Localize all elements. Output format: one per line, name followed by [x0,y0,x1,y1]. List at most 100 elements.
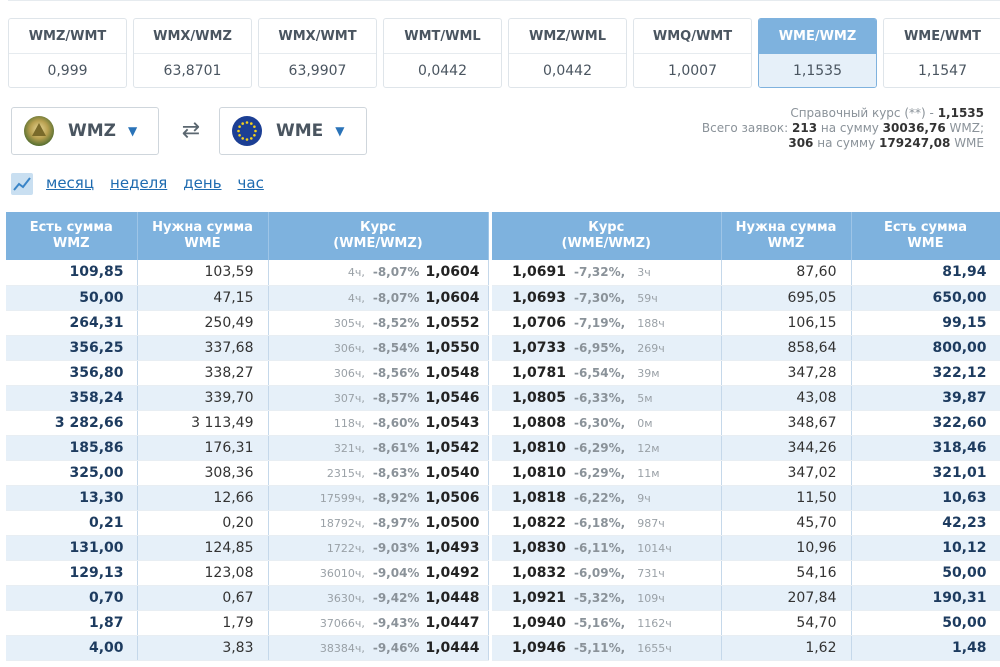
table-row[interactable]: 1,0822 -6,18%, 987ч 45,70 42,23 [492,510,1000,536]
have-amount: 39,87 [851,385,1000,411]
rate-deviation: -8,56% [372,365,420,380]
order-age: 1162ч [637,616,672,630]
rate-value: 1,0542 [425,439,480,456]
have-amount: 131,00 [6,535,138,561]
have-amount: 0,70 [6,585,138,611]
header-need-wmz: Нужна сумма WMZ [721,212,852,260]
table-row[interactable]: 1,0781 -6,54%, 39м 347,28 322,12 [492,360,1000,386]
rate-cell: 4ч, -8,07% 1,0604 [268,285,489,311]
table-row[interactable]: 0,70 0,67 3630ч, -9,42% 1,0448 [6,585,489,611]
table-row[interactable]: 358,24 339,70 307ч, -8,57% 1,0546 [6,385,489,411]
need-amount: 123,08 [137,560,269,586]
table-row[interactable]: 13,30 12,66 17599ч, -8,92% 1,0506 [6,485,489,511]
period-links: месяц неделя день час [46,174,264,192]
pair-tab[interactable]: WMQ/WMT 1,0007 [633,18,752,88]
period-hour-link[interactable]: час [237,174,264,192]
table-row[interactable]: 1,0706 -7,19%, 188ч 106,15 99,15 [492,310,1000,336]
need-amount: 1,79 [137,610,269,636]
table-row[interactable]: 1,0733 -6,95%, 269ч 858,64 800,00 [492,335,1000,361]
need-amount: 124,85 [137,535,269,561]
rate-cell: 2315ч, -8,63% 1,0540 [268,460,489,486]
table-row[interactable]: 129,13 123,08 36010ч, -9,04% 1,0492 [6,560,489,586]
have-amount: 321,01 [851,460,1000,486]
pair-tab[interactable]: WMT/WML 0,0442 [383,18,502,88]
table-row[interactable]: 1,0810 -6,29%, 11м 347,02 321,01 [492,460,1000,486]
table-row[interactable]: 50,00 47,15 4ч, -8,07% 1,0604 [6,285,489,311]
rate-cell: 1,0946 -5,11%, 1655ч [492,635,722,661]
table-row[interactable]: 4,00 3,83 38384ч, -9,46% 1,0444 [6,635,489,661]
table-row[interactable]: 356,80 338,27 306ч, -8,56% 1,0548 [6,360,489,386]
table-row[interactable]: 0,21 0,20 18792ч, -8,97% 1,0500 [6,510,489,536]
rate-deviation: -9,04% [372,565,420,580]
from-currency-code: WMZ [68,121,116,141]
have-amount: 50,00 [851,610,1000,636]
rate-cell: 305ч, -8,52% 1,0552 [268,310,489,336]
table-row[interactable]: 356,25 337,68 306ч, -8,54% 1,0550 [6,335,489,361]
need-amount: 347,02 [721,460,852,486]
from-currency-select[interactable]: WMZ ▼ [11,107,159,155]
table-row[interactable]: 1,0830 -6,11%, 1014ч 10,96 10,12 [492,535,1000,561]
pair-tab[interactable]: WMX/WMT 63,9907 [258,18,377,88]
rate-deviation: -6,09%, [574,565,626,580]
rate-info: Справочный курс (**) - 1,1535 Всего заяв… [702,106,984,151]
period-week-link[interactable]: неделя [110,174,168,192]
table-row[interactable]: 325,00 308,36 2315ч, -8,63% 1,0540 [6,460,489,486]
order-age: 269ч [637,341,665,355]
table-row[interactable]: 1,0921 -5,32%, 109ч 207,84 190,31 [492,585,1000,611]
table-row[interactable]: 1,0693 -7,30%, 59ч 695,05 650,00 [492,285,1000,311]
have-amount: 42,23 [851,510,1000,536]
need-amount: 347,28 [721,360,852,386]
rate-deviation: -7,19%, [574,315,626,330]
need-amount: 250,49 [137,310,269,336]
rate-deviation: -5,32%, [574,590,626,605]
have-amount: 358,24 [6,385,138,411]
table-row[interactable]: 1,0946 -5,11%, 1655ч 1,62 1,48 [492,635,1000,661]
rate-cell: 37066ч, -9,43% 1,0447 [268,610,489,636]
rate-deviation: -5,16%, [574,615,626,630]
table-row[interactable]: 1,0832 -6,09%, 731ч 54,16 50,00 [492,560,1000,586]
table-row[interactable]: 1,0691 -7,32%, 3ч 87,60 81,94 [492,260,1000,286]
order-age: 38384ч, [319,641,365,655]
have-amount: 800,00 [851,335,1000,361]
order-age: 36010ч, [319,566,365,580]
table-row[interactable]: 1,0810 -6,29%, 12м 344,26 318,46 [492,435,1000,461]
period-day-link[interactable]: день [183,174,222,192]
table-row[interactable]: 3 282,66 3 113,49 118ч, -8,60% 1,0543 [6,410,489,436]
table-row[interactable]: 1,87 1,79 37066ч, -9,43% 1,0447 [6,610,489,636]
table-row[interactable]: 109,85 103,59 4ч, -8,07% 1,0604 [6,260,489,286]
swap-icon[interactable]: ⇄ [181,118,201,143]
table-row[interactable]: 185,86 176,31 321ч, -8,61% 1,0542 [6,435,489,461]
need-amount: 11,50 [721,485,852,511]
order-age: 321ч, [333,441,365,455]
table-row[interactable]: 264,31 250,49 305ч, -8,52% 1,0552 [6,310,489,336]
table-row[interactable]: 1,0818 -6,22%, 9ч 11,50 10,63 [492,485,1000,511]
have-amount: 318,46 [851,435,1000,461]
table-row[interactable]: 131,00 124,85 1722ч, -9,03% 1,0493 [6,535,489,561]
rate-value: 1,0493 [425,539,480,556]
need-amount: 348,67 [721,410,852,436]
have-amount: 10,12 [851,535,1000,561]
order-age: 3630ч, [326,591,365,605]
rate-value: 1,0693 [512,289,567,306]
pair-tab[interactable]: WMZ/WMT 0,999 [8,18,127,88]
table-row[interactable]: 1,0805 -6,33%, 5м 43,08 39,87 [492,385,1000,411]
to-currency-select[interactable]: WME ▼ [219,107,367,155]
pair-tab[interactable]: WME/WMZ 1,1535 [758,18,877,88]
pair-tab[interactable]: WME/WMT 1,1547 [883,18,1000,88]
rate-deviation: -8,92% [372,490,420,505]
rate-value: 1,0500 [425,514,480,531]
pair-tab[interactable]: WMX/WMZ 63,8701 [133,18,252,88]
rate-cell: 38384ч, -9,46% 1,0444 [268,635,489,661]
chart-icon[interactable] [11,173,33,195]
have-amount: 129,13 [6,560,138,586]
rate-value: 1,0444 [425,639,480,656]
order-age: 0м [637,416,653,430]
table-row[interactable]: 1,0808 -6,30%, 0м 348,67 322,60 [492,410,1000,436]
pair-tab[interactable]: WMZ/WML 0,0442 [508,18,627,88]
wmz-coin-icon [24,116,54,146]
rate-value: 1,0706 [512,314,567,331]
table-row[interactable]: 1,0940 -5,16%, 1162ч 54,70 50,00 [492,610,1000,636]
rate-deviation: -5,11%, [574,640,626,655]
period-month-link[interactable]: месяц [46,174,95,192]
order-age: 1655ч [637,641,672,655]
